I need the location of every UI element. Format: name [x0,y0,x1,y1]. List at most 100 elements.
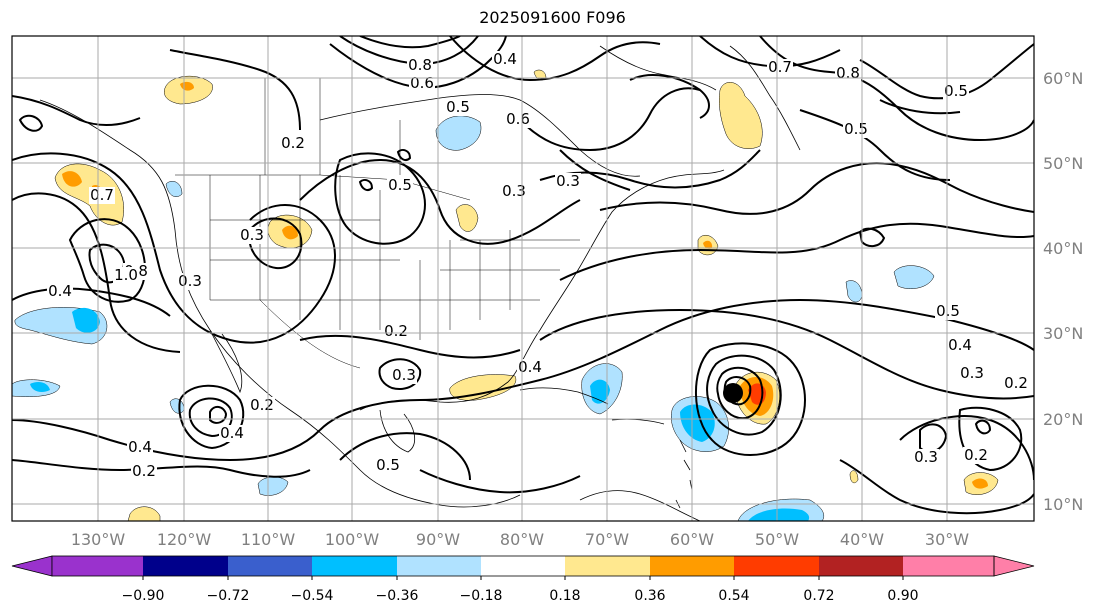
contour-label: 0.4 [48,282,72,300]
negative-anomaly-patch [257,476,289,496]
contour-label: 0.2 [132,462,156,480]
contour-label-bg [555,173,581,190]
longitude-label: 80°W [500,530,544,549]
contour-label: 0.3 [914,448,938,466]
tropical-cyclone-marker [723,383,743,403]
latitude-label: 30°N [1043,324,1083,343]
contour-label: 0.3 [240,226,264,244]
contour-label-bg [767,59,793,76]
contour-label: 0.2 [384,322,408,340]
contour-label-bg [375,457,401,474]
contour-label-bg [959,365,985,382]
colorbar-tick-label: −0.54 [291,588,334,604]
negative-anomaly-patch [72,307,100,333]
positive-anomaly-patch [703,240,713,249]
colorbar-segment [397,556,481,576]
contour-label: 0.6 [506,110,530,128]
contour-label: 0.5 [388,176,412,194]
contour-label-bg [239,227,265,244]
contour-label: 0.4 [220,424,244,442]
colorbar: −0.90 −0.72 −0.54 −0.36 −0.18 0.18 0.36 0.54 0.7… [11,555,1035,604]
colorbar-segment [52,556,143,576]
contour-label-bg [219,425,245,442]
longitude-label: 100°W [325,530,380,549]
contour-label-bg [409,75,435,92]
colorbar-tick-label: −0.18 [460,588,503,604]
contour-label: 0.5 [446,98,470,116]
colorbar-segment [481,556,565,576]
contour-label-bg [89,187,115,204]
positive-anomaly-patch [282,225,298,240]
colorbar-segment [903,556,994,576]
contour-label: 0.6 [410,74,434,92]
latitude-label: 20°N [1043,410,1083,429]
contour-label: 1.0 [114,266,138,284]
contour-label-bg [113,267,139,284]
contour-label: 0.8 [836,64,860,82]
longitude-label: 50°W [755,530,799,549]
longitude-label: 90°W [416,530,460,549]
contour-label: 0.3 [178,272,202,290]
contour-label-bg [517,359,543,376]
map-title: 2025091600 F096 [479,8,626,27]
contour-label: 0.2 [281,134,305,152]
positive-anomaly-patch [455,204,479,232]
contour-label-bg [387,177,413,194]
colorbar-tick-label: 0.54 [718,588,749,604]
political-border-layer [175,78,580,369]
longitude-label: 110°W [241,530,296,549]
contour-line-layer [12,36,1034,515]
contour-label: 0.3 [392,366,416,384]
map-frame [11,35,1035,522]
latitude-label-layer: 60°N 50°N 40°N 30°N 20°N 10°N [1043,69,1083,514]
gridline-layer [11,36,1035,521]
colorbar-tick-label: −0.36 [376,588,419,604]
latitude-label: 50°N [1043,154,1083,173]
colorbar-segment [819,556,903,576]
colorbar-tick-label: 0.90 [887,588,918,604]
contour-label: 0.2 [1004,374,1028,392]
positive-anomaly-patch [849,470,859,484]
colorbar-tick-label: 0.36 [634,588,665,604]
contour-label: 0.4 [493,50,517,68]
contour-label: 0.4 [518,358,542,376]
colorbar-extension-high [993,555,1035,577]
negative-anomaly-patch [893,265,935,289]
colorbar-segment [143,556,228,576]
negative-anomaly-patch [590,379,610,404]
longitude-label: 70°W [585,530,629,549]
contour-label-bg [127,439,153,456]
colorbar-outline [51,555,995,577]
contour-label-bg [913,449,939,466]
contour-label: 0.5 [936,302,960,320]
contour-label-bg [501,183,527,200]
contour-label-bg [505,111,531,128]
contour-label-bg [935,303,961,320]
contour-label-bg [47,283,73,300]
longitude-label-layer: 130°W 120°W 110°W 100°W 90°W 80°W 70°W 60°W 50°W… [71,530,969,549]
colorbar-segment [312,556,397,576]
contour-label: 0.2 [964,446,988,464]
contour-label-bg [1003,375,1029,392]
colorbar-extension-low [11,555,53,577]
positive-anomaly-patch [972,478,988,489]
contour-label-bg [280,135,306,152]
negative-anomaly-patch [30,382,50,392]
longitude-label: 40°W [840,530,884,549]
colorbar-tick-label: 0.72 [803,588,834,604]
contour-label: 0.3 [960,364,984,382]
latitude-label: 60°N [1043,69,1083,88]
colorbar-tick-label: −0.90 [122,588,165,604]
colorbar-segment [734,556,819,576]
contour-label: 0.7 [768,58,792,76]
longitude-label: 120°W [157,530,212,549]
contour-label-bg [407,57,433,74]
contour-label: 0.2 [250,396,274,414]
contour-label-bg [383,323,409,340]
contour-label-layer: 0.80.60.40.70.80.50.30.20.50.30.70.81.00… [47,50,1029,480]
longitude-label: 130°W [71,530,126,549]
negative-anomaly-patch [748,508,810,521]
contour-label: 0.7 [90,186,114,204]
coastline-layer [39,45,801,521]
